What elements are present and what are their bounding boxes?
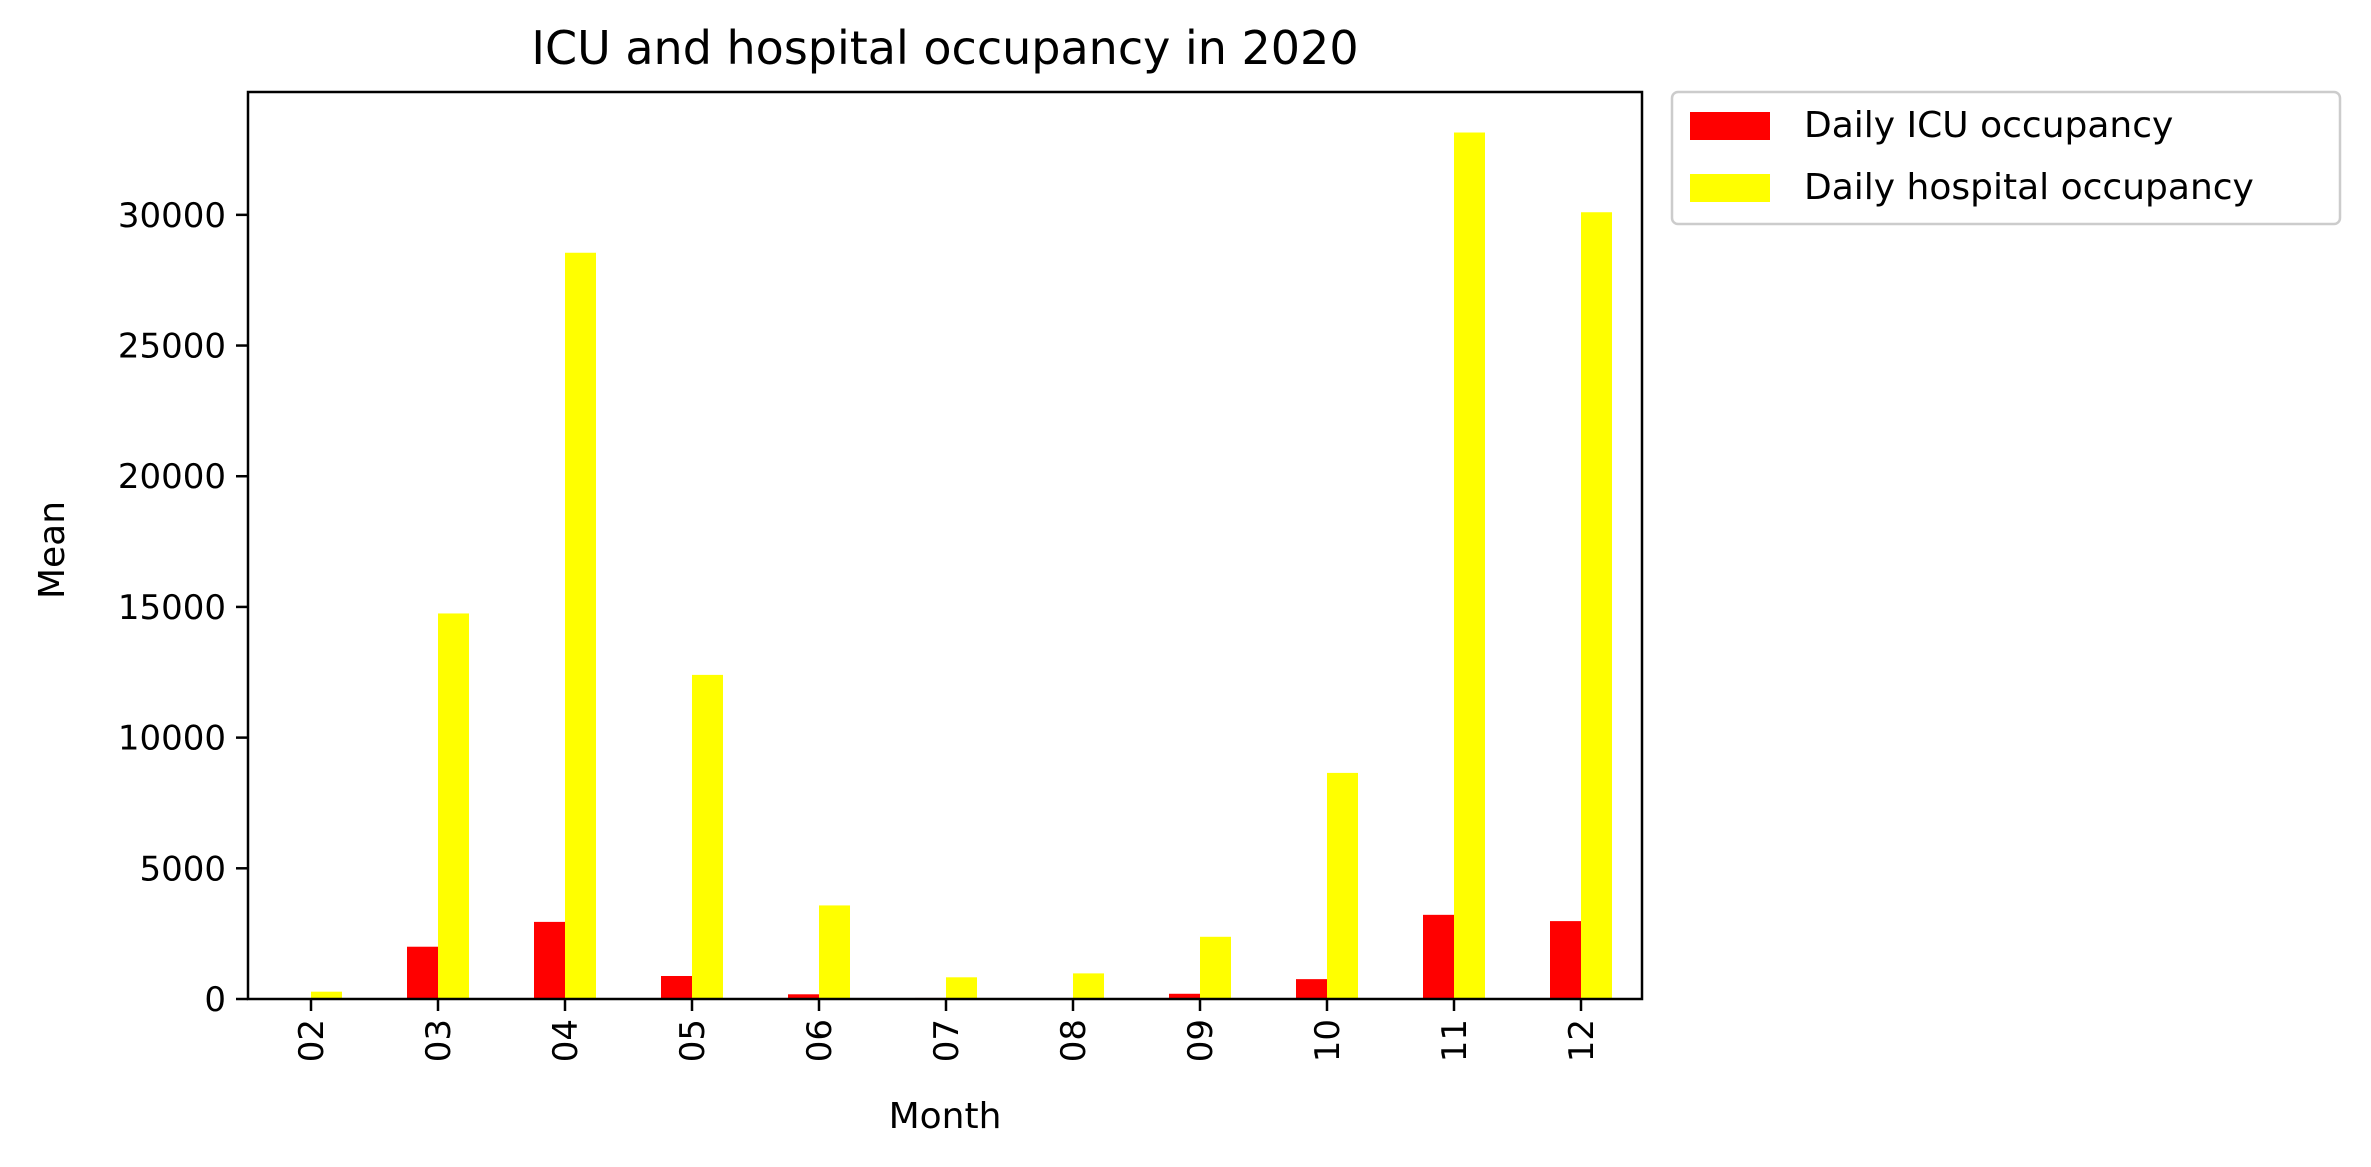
bar-hospital-06 [819,905,850,999]
y-tick-label: 0 [204,980,226,1020]
bar-hospital-04 [565,252,596,999]
y-tick-label: 30000 [118,196,226,236]
legend-label-hospital: Daily hospital occupancy [1804,167,2254,208]
bars-layer [280,132,1612,999]
bar-icu-05 [661,975,692,999]
x-tick-label: 06 [800,1019,840,1062]
legend-swatch-hospital [1690,174,1770,202]
y-tick-label: 15000 [118,588,226,628]
x-tick-label: 04 [546,1019,586,1062]
y-tick-label: 5000 [139,849,226,889]
legend-label-icu: Daily ICU occupancy [1804,105,2173,146]
legend-frame [1670,90,2342,226]
y-tick-label: 20000 [118,457,226,497]
bar-hospital-02 [311,991,342,999]
bar-hospital-12 [1581,212,1612,999]
y-axis: 0 5000 10000 15000 20000 25000 30000 [118,196,248,1020]
y-tick-label: 10000 [118,719,226,759]
x-tick-label: 11 [1435,1019,1475,1062]
legend-swatch-icu [1690,112,1770,140]
x-tick-label: 03 [419,1019,459,1062]
x-tick-label: 02 [292,1019,332,1062]
bar-hospital-08 [1073,973,1104,999]
y-tick-label: 25000 [118,327,226,367]
bar-hospital-10 [1327,772,1358,999]
bar-icu-06 [788,994,819,999]
bar-icu-04 [534,921,565,999]
bar-hospital-05 [692,674,723,999]
x-tick-label: 09 [1181,1019,1221,1062]
bar-icu-03 [407,946,438,999]
plot-frame [246,90,1644,1001]
x-tick-label: 08 [1054,1019,1094,1062]
bar-icu-10 [1296,979,1327,999]
bar-icu-12 [1550,921,1581,999]
x-tick-label: 10 [1308,1019,1348,1062]
bar-hospital-11 [1454,132,1485,999]
x-axis: 02 03 04 05 06 07 08 09 10 11 12 [292,999,1602,1062]
legend: Daily ICU occupancy Daily hospital occupa… [1670,90,2342,226]
x-tick-label: 05 [673,1019,713,1062]
bar-hospital-03 [438,613,469,999]
bar-icu-11 [1423,914,1454,999]
y-axis-label: Mean [32,501,73,599]
x-axis-label: Month [889,1096,1002,1137]
chart-title: ICU and hospital occupancy in 2020 [531,21,1358,75]
x-tick-label: 07 [927,1019,967,1062]
bar-hospital-09 [1200,936,1231,999]
x-tick-label: 12 [1562,1019,1602,1062]
bar-icu-09 [1169,993,1200,999]
bar-hospital-07 [946,977,977,999]
